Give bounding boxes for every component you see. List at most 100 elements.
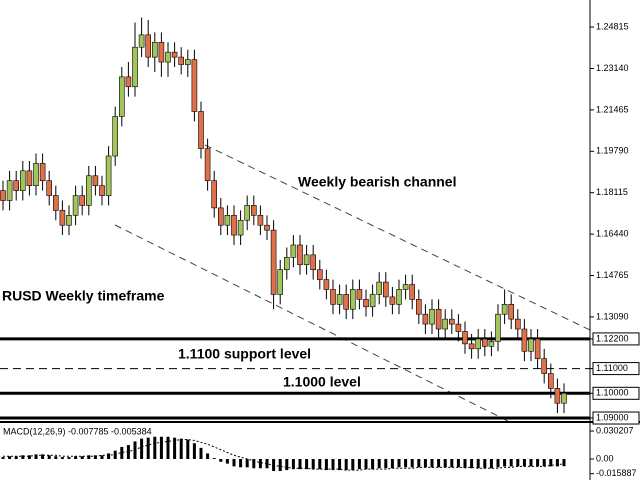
- histogram-bar: [54, 456, 58, 459]
- histogram-bar: [74, 456, 78, 459]
- histogram-bar: [324, 458, 328, 471]
- candle-body: [165, 51, 171, 63]
- candle-body: [257, 215, 264, 226]
- candle-body: [310, 254, 317, 270]
- candle-body: [336, 294, 343, 305]
- histogram-bar: [357, 458, 361, 470]
- candle-body: [264, 224, 270, 231]
- candle-body: [244, 205, 250, 221]
- tick-box: [592, 411, 640, 425]
- histogram-bar: [410, 458, 414, 468]
- candle-body: [297, 244, 303, 266]
- histogram-bar: [417, 458, 421, 468]
- histogram-bar: [34, 454, 38, 459]
- y-tick-label: 1.21465: [596, 104, 629, 114]
- candle-body: [303, 254, 310, 266]
- candle-body: [185, 59, 191, 65]
- candle-body: [455, 323, 462, 332]
- histogram-bar: [107, 453, 111, 459]
- candle-body: [119, 76, 125, 117]
- candle-body: [218, 207, 224, 226]
- histogram-bar: [338, 458, 342, 471]
- candle-body: [554, 388, 561, 404]
- histogram-bar: [404, 458, 408, 468]
- histogram-bar: [555, 458, 559, 467]
- histogram-bar: [344, 458, 348, 471]
- histogram-bar: [483, 458, 487, 469]
- candle-body: [39, 163, 46, 182]
- candle-body: [422, 313, 429, 325]
- candle-body: [46, 180, 53, 196]
- histogram-bar: [212, 458, 216, 459]
- histogram-bar: [239, 458, 243, 468]
- candle-body: [270, 229, 277, 295]
- candle-body: [231, 215, 237, 236]
- candle-body: [33, 163, 39, 186]
- candle-body: [99, 185, 105, 196]
- histogram-bar: [278, 458, 282, 472]
- candle-body: [92, 175, 99, 186]
- candle-body: [204, 148, 211, 182]
- candle-body: [52, 195, 59, 211]
- histogram-bar: [318, 458, 322, 470]
- histogram-bar: [476, 458, 480, 469]
- candle-body: [66, 215, 72, 226]
- histogram-bar: [496, 458, 500, 468]
- tick-box: [592, 386, 640, 400]
- histogram-bar: [489, 458, 493, 469]
- candle-body: [396, 289, 402, 305]
- y-tick-label: 0.00: [596, 453, 614, 463]
- candle-body: [475, 338, 482, 350]
- indicator-title: MACD(12,26,9) -0.007785 -0.005384: [3, 426, 152, 436]
- histogram-bar: [67, 457, 71, 459]
- candle-body: [237, 219, 244, 236]
- candle-body: [59, 210, 66, 226]
- candle-body: [145, 34, 151, 58]
- candle-body: [251, 205, 257, 216]
- histogram-bar: [430, 458, 434, 468]
- candle-body: [138, 34, 145, 48]
- histogram-bar: [258, 458, 262, 469]
- signal-line: [3, 439, 565, 471]
- candle-body: [152, 41, 158, 58]
- y-tick-label: 1.11000: [596, 363, 628, 373]
- candle-body: [389, 296, 396, 305]
- histogram-bar: [456, 458, 460, 468]
- candle-body: [442, 318, 449, 330]
- histogram-bar: [423, 458, 427, 468]
- histogram-bar: [305, 458, 309, 470]
- histogram-bar: [41, 454, 45, 459]
- histogram-bar: [27, 455, 31, 459]
- histogram-bar: [390, 458, 394, 469]
- histogram-bar: [179, 438, 183, 459]
- y-tick-label: 1.23140: [596, 63, 629, 73]
- histogram-bar: [470, 458, 474, 469]
- histogram-bar: [8, 456, 12, 459]
- candle-body: [481, 338, 488, 347]
- histogram-bar: [1, 457, 5, 459]
- annotation: 1.1100 support level: [178, 346, 311, 362]
- histogram-bar: [265, 458, 269, 469]
- candle-body: [283, 257, 290, 270]
- candle-body: [26, 170, 33, 186]
- candle-body: [323, 279, 330, 290]
- histogram-bar: [219, 458, 223, 462]
- histogram-bar: [331, 458, 335, 471]
- histogram-bar: [291, 458, 295, 470]
- candle-body: [528, 338, 534, 352]
- candle-body: [112, 116, 118, 157]
- y-tick-label: 1.14765: [596, 270, 629, 280]
- annotation: RUSD Weekly timeframe: [2, 288, 165, 304]
- histogram-bar: [351, 458, 355, 471]
- histogram-bar: [100, 455, 104, 459]
- candle-body: [488, 341, 495, 347]
- candle-body: [198, 111, 204, 149]
- candle-body: [521, 328, 528, 352]
- candle-body: [547, 373, 554, 389]
- candle-body: [429, 308, 435, 325]
- histogram-bar: [153, 436, 157, 459]
- y-tick-label: 1.09000: [596, 412, 629, 422]
- histogram-bar: [311, 458, 315, 470]
